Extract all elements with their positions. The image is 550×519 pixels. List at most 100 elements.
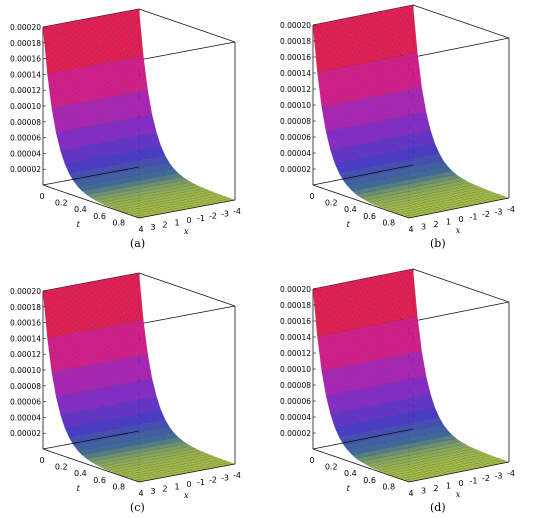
- t-tick-label: 0.4: [74, 469, 87, 478]
- x-tick-label: -1: [470, 213, 478, 222]
- z-tick-label: 0.00012: [280, 85, 311, 94]
- x-tick-label: 4: [138, 225, 143, 234]
- t-tick-label: 0.4: [344, 205, 357, 214]
- z-tick-label: 0.00008: [280, 381, 311, 390]
- x-tick-label: -4: [233, 471, 241, 480]
- z-tick-label: 0.00008: [10, 118, 41, 127]
- x-tick-label: 1: [174, 482, 179, 491]
- axis-lines-d: [312, 428, 510, 483]
- t-tick-label: 0.4: [344, 469, 357, 478]
- t-tick-label: 0.6: [363, 212, 376, 221]
- t-tick-label: 0: [39, 456, 44, 465]
- z-tick-label: 0.00014: [10, 334, 41, 343]
- surface-plot-a: 0.00002 0.00004 0.00006 0.00008 0.00010 0.000…: [10, 8, 241, 236]
- x-axis-label: x: [456, 490, 461, 499]
- t-axis-label: t: [347, 484, 351, 493]
- x-tick-label: 0: [186, 480, 191, 489]
- x-tick-label: 0: [186, 216, 191, 225]
- x-tick-label: -1: [470, 477, 478, 486]
- z-tick-label: 0.00016: [10, 319, 41, 328]
- x-tick-label: -3: [221, 209, 229, 218]
- x-tick-label: -1: [197, 214, 205, 223]
- x-tick-label: 2: [433, 220, 438, 229]
- t-tick-label: 0.2: [55, 463, 68, 472]
- z-tick-label: 0.00018: [10, 303, 41, 312]
- z-tick-label: 0.00014: [280, 333, 311, 342]
- x-tick-label: 4: [408, 489, 413, 498]
- x-axis-label: x: [456, 226, 461, 235]
- x-tick-label: 0: [458, 215, 463, 224]
- t-tick-label: 0.2: [325, 463, 338, 472]
- t-tick-label: 0: [309, 456, 314, 465]
- t-tick-label: 0.2: [325, 199, 338, 208]
- z-tick-label: 0.00004: [280, 149, 311, 158]
- t-tick-label: 0.4: [74, 205, 87, 214]
- z-tick-label: 0.00016: [280, 53, 311, 62]
- t-tick-label: 0.6: [93, 476, 106, 485]
- t-tick-label: 0.8: [382, 482, 395, 491]
- plot-panel-d: 0.00002 0.00004 0.00006 0.00008 0.00010 0.000…: [275, 259, 550, 518]
- surface-b: [312, 4, 510, 219]
- surface-plot-b: 0.00002 0.00004 0.00006 0.00008 0.00010 0.000…: [280, 4, 515, 235]
- z-tick-label: 0.00008: [280, 117, 311, 126]
- axis-lines-a: [42, 166, 236, 219]
- x-tick-label: 1: [174, 218, 179, 227]
- surface-d: [312, 268, 510, 483]
- z-tick-label: 0.00006: [10, 134, 41, 143]
- t-tick-label: 0: [39, 192, 44, 201]
- x-tick-label: -1: [197, 478, 205, 487]
- t-axis-label: t: [77, 220, 81, 229]
- surface-plot-c: 0.00002 0.00004 0.00006 0.00008 0.00010 0.000…: [10, 272, 241, 500]
- z-tick-label: 0.00002: [280, 429, 311, 438]
- x-tick-label: -4: [507, 205, 515, 214]
- surface-c: [42, 272, 236, 483]
- plot-panel-c: 0.00002 0.00004 0.00006 0.00008 0.00010 0.000…: [0, 259, 275, 518]
- z-tick-label: 0.00006: [280, 397, 311, 406]
- panel-caption-a: (a): [130, 237, 146, 250]
- x-tick-label: -2: [482, 210, 490, 219]
- z-tick-label: 0.00010: [10, 102, 41, 111]
- z-tick-label: 0.00006: [280, 133, 311, 142]
- panel-caption-d: (d): [430, 501, 446, 514]
- z-tick-label: 0.00018: [280, 37, 311, 46]
- z-tick-label: 0.00010: [280, 101, 311, 110]
- z-tick-label: 0.00008: [10, 382, 41, 391]
- z-tick-label: 0.00004: [10, 413, 41, 422]
- plot-panel-a: 0.00002 0.00004 0.00006 0.00008 0.00010 0.000…: [0, 0, 275, 259]
- plot-panel-b: 0.00002 0.00004 0.00006 0.00008 0.00010 0.000…: [275, 0, 550, 259]
- surface-plot-d: 0.00002 0.00004 0.00006 0.00008 0.00010 0.000…: [280, 268, 515, 499]
- x-tick-label: -2: [209, 476, 217, 485]
- z-tick-label: 0.00002: [10, 165, 41, 174]
- x-tick-label: -2: [482, 474, 490, 483]
- x-tick-label: -4: [233, 207, 241, 216]
- x-tick-label: -3: [221, 473, 229, 482]
- x-tick-label: 2: [433, 484, 438, 493]
- z-tick-label: 0.00014: [280, 69, 311, 78]
- x-tick-label: 1: [446, 218, 451, 227]
- z-tick-label: 0.00012: [10, 86, 41, 95]
- z-tick-label: 0.00010: [280, 365, 311, 374]
- x-tick-label: -2: [209, 212, 217, 221]
- z-tick-label: 0.00018: [10, 39, 41, 48]
- t-tick-label: 0: [309, 192, 314, 201]
- z-tick-label: 0.00020: [10, 287, 41, 296]
- panel-caption-c: (c): [130, 501, 145, 514]
- t-tick-label: 0.6: [93, 212, 106, 221]
- z-tick-label: 0.00004: [280, 413, 311, 422]
- z-tick-label: 0.00002: [10, 429, 41, 438]
- z-tick-label: 0.00016: [10, 55, 41, 64]
- axis-lines-b: [312, 164, 510, 219]
- x-tick-label: 4: [138, 489, 143, 498]
- x-tick-label: 4: [408, 225, 413, 234]
- t-tick-label: 0.8: [382, 218, 395, 227]
- t-axis-label: t: [77, 484, 81, 493]
- t-tick-label: 0.8: [112, 482, 125, 491]
- x-tick-label: 3: [421, 223, 426, 232]
- z-tick-label: 0.00020: [280, 285, 311, 294]
- x-tick-label: -4: [507, 469, 515, 478]
- x-tick-label: 2: [162, 485, 167, 494]
- z-tick-label: 0.00002: [280, 165, 311, 174]
- z-tick-label: 0.00020: [280, 21, 311, 30]
- x-tick-label: 3: [150, 487, 155, 496]
- z-tick-label: 0.00016: [280, 317, 311, 326]
